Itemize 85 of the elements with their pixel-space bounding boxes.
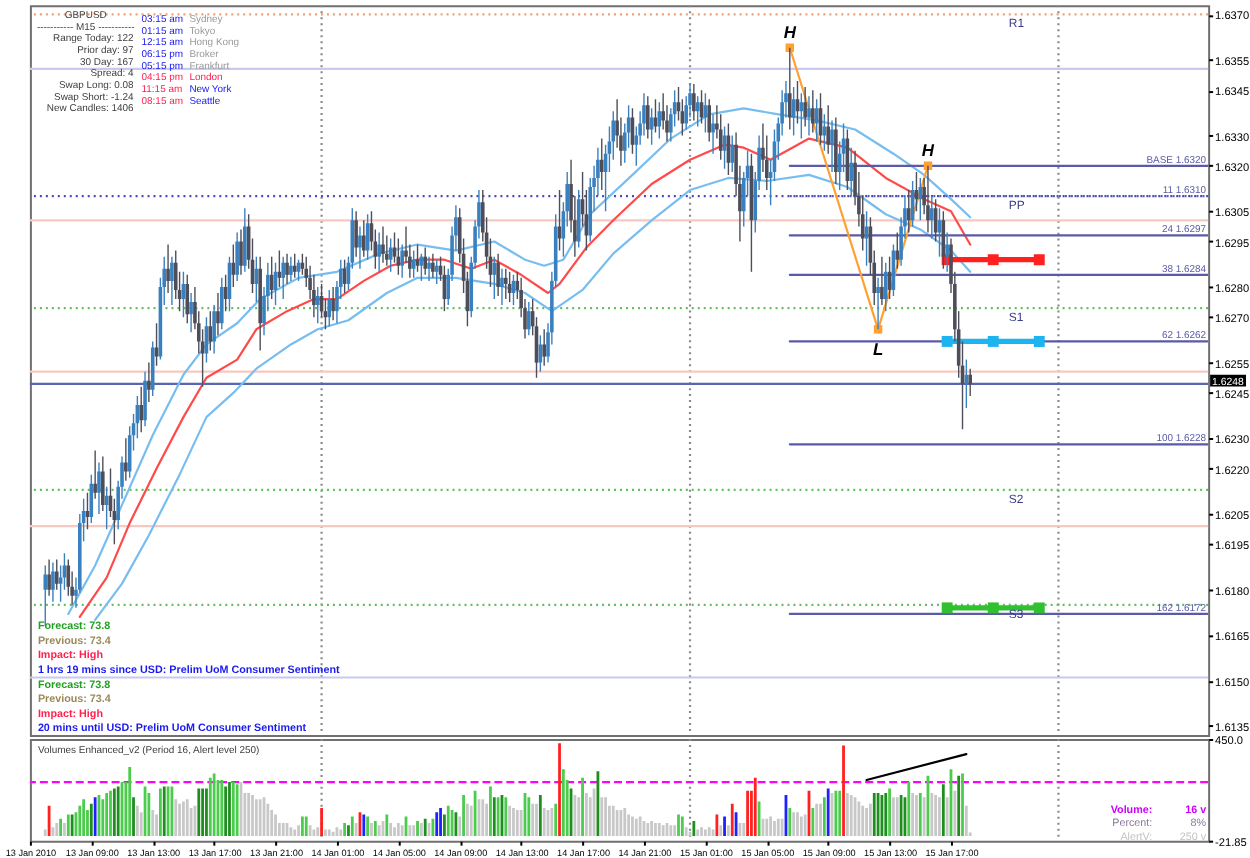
candlestick [492, 255, 497, 300]
candlestick [166, 243, 170, 294]
candlestick [930, 195, 934, 240]
candlestick [906, 189, 911, 234]
candlestick [185, 274, 190, 324]
candlestick [97, 461, 101, 515]
point [1033, 602, 1045, 614]
candlestick [139, 386, 143, 433]
candlestick [212, 304, 216, 355]
candlestick [51, 561, 55, 603]
candlestick [423, 246, 427, 276]
candlestick [101, 455, 105, 512]
candlestick [150, 340, 155, 397]
candlestick [170, 255, 174, 306]
candlestick [427, 255, 431, 282]
candlestick [281, 255, 285, 300]
candlestick [807, 95, 811, 137]
candlestick [385, 234, 389, 267]
annotation: L [872, 339, 884, 360]
candlestick [707, 98, 711, 143]
candlestick [431, 252, 435, 279]
candlestick [945, 231, 949, 273]
candlestick [542, 328, 546, 367]
candlestick [692, 83, 696, 122]
candlestick [239, 228, 243, 276]
candlestick [504, 268, 508, 300]
candlestick [289, 255, 293, 282]
candlestick [331, 286, 335, 321]
candlestick [354, 210, 358, 258]
candlestick [968, 367, 972, 397]
candlestick [830, 119, 834, 173]
candlestick [312, 274, 316, 318]
candlestick [400, 243, 404, 279]
point [1033, 254, 1045, 266]
point [987, 602, 999, 614]
candlestick [811, 89, 815, 134]
candlestick [599, 137, 604, 191]
candlestick [124, 437, 128, 482]
candlestick [243, 207, 247, 273]
point [941, 602, 953, 614]
candlestick [711, 113, 715, 155]
candlestick [285, 252, 289, 285]
candlestick [143, 371, 147, 427]
candlestick [292, 252, 297, 279]
candlestick [47, 558, 51, 597]
candlestick [358, 225, 362, 270]
point [1033, 335, 1045, 347]
candlestick [730, 134, 735, 173]
candlestick [327, 289, 332, 327]
point [987, 335, 999, 347]
candlestick [235, 231, 239, 282]
candlestick [895, 231, 900, 270]
candlestick [718, 113, 723, 161]
point [987, 254, 999, 266]
candlestick [66, 558, 71, 597]
candlestick [220, 277, 224, 331]
candlestick [54, 558, 59, 591]
candlestick [381, 225, 385, 264]
candlestick [883, 262, 888, 312]
candlestick [803, 86, 807, 128]
candlestick [496, 252, 500, 297]
candlestick [918, 177, 923, 222]
candlestick [147, 361, 151, 403]
candlestick [576, 189, 581, 249]
candlestick [849, 146, 854, 197]
candlestick [216, 292, 220, 337]
candlestick [434, 258, 439, 285]
point [941, 335, 953, 347]
candlestick [154, 322, 159, 367]
candlestick [822, 113, 827, 152]
candlestick [208, 310, 213, 352]
candlestick [834, 116, 838, 185]
candlestick [189, 292, 193, 334]
annotation: H [921, 139, 936, 160]
candlestick [362, 219, 366, 258]
candlestick [646, 95, 650, 140]
annotation: H [783, 21, 798, 42]
candlestick [315, 286, 320, 324]
candlestick [880, 255, 884, 306]
candlestick [377, 231, 381, 273]
candlestick [642, 92, 646, 137]
candlestick [500, 268, 504, 306]
candlestick [527, 301, 531, 337]
candlestick [93, 449, 97, 500]
candlestick [826, 104, 830, 155]
